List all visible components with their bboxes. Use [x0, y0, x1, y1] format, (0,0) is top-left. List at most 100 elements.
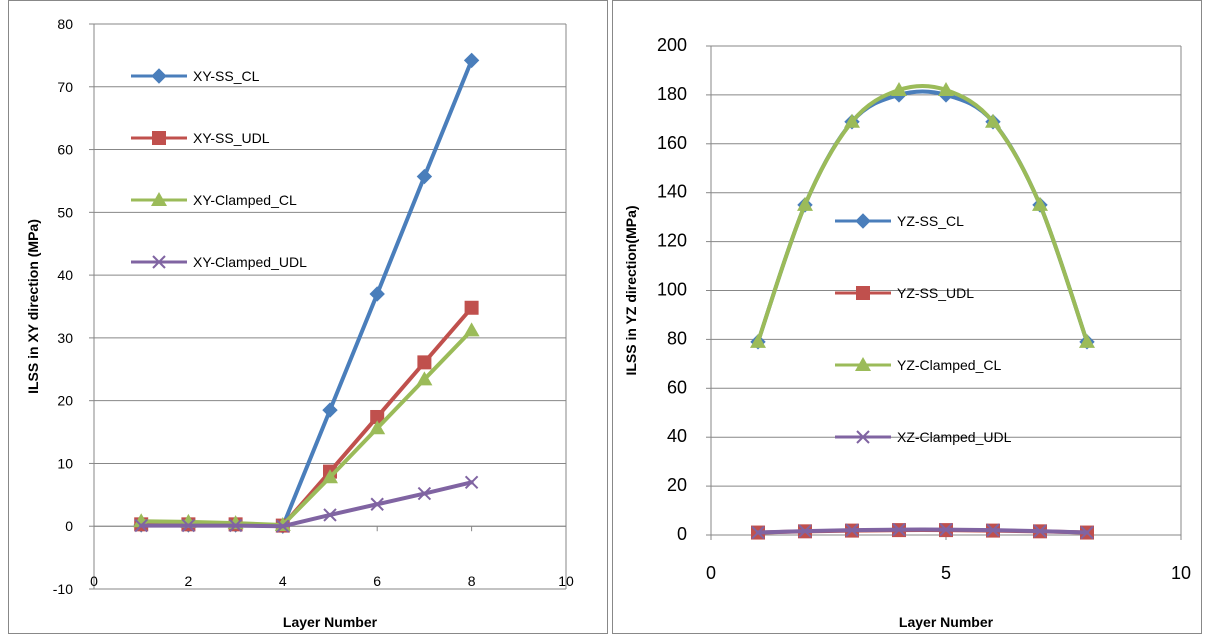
- left-legend-item-xy-clamped-cl: XY-Clamped_CL: [131, 192, 297, 208]
- right-series-yz-clamped-cl-point-6: [985, 113, 1001, 128]
- left-series-xy-ss-cl-point-5: [322, 402, 338, 418]
- left-y-tick-label-20: 20: [57, 393, 73, 409]
- left-series-xy-ss-udl-point-8: [464, 300, 479, 315]
- right-x-axis-title: Layer Number: [899, 614, 994, 630]
- left-series-xy-ss-cl-point-6: [369, 286, 385, 302]
- left-series-xy-clamped-udl-point-2: [181, 518, 196, 533]
- right-series-xz-clamped-udl-point-3: [845, 523, 859, 537]
- left-series-xy-clamped-udl-point-4: [276, 519, 290, 533]
- right-legend-label-yz-clamped-cl: YZ-Clamped_CL: [897, 357, 1001, 373]
- left-y-tick-label-80: 80: [57, 16, 73, 32]
- right-legend-marker-yz-ss-udl: [856, 286, 870, 300]
- right-x-tick-label-5: 5: [941, 563, 951, 583]
- right-y-tick-label-60: 60: [667, 377, 687, 397]
- right-series-yz-clamped-cl-point-7: [1032, 196, 1048, 211]
- right-series-xz-clamped-udl-point-5: [939, 522, 953, 537]
- left-y-tick-label-10: 10: [57, 455, 73, 471]
- right-legend-marker-xz-clamped-udl-stroke-b: [856, 430, 870, 444]
- left-series-xy-ss-cl-point-8: [463, 52, 480, 69]
- left-x-tick-label-6: 6: [373, 573, 381, 589]
- right-series-xz-clamped-udl-point-8-stroke-b: [1080, 525, 1094, 540]
- right-y-tick-label-20: 20: [667, 475, 687, 495]
- right-series-xz-clamped-udl-point-7-stroke-b: [1033, 524, 1047, 538]
- left-legend-label-xy-ss-cl: XY-SS_CL: [193, 68, 260, 84]
- left-series-xy-ss-cl-line: [139, 58, 474, 529]
- chart-panel-right: 0 5 10 0 20 40 60 80 100 120 140 160 180 200 Layer Num…: [612, 0, 1202, 634]
- right-y-tick-label-40: 40: [667, 426, 687, 446]
- left-series-xy-ss-cl-point-7: [416, 168, 433, 185]
- left-x-axis-title: Layer Number: [283, 614, 378, 630]
- left-series-xy-ss-udl: [134, 300, 479, 533]
- right-legend-item-yz-ss-udl: YZ-SS_UDL: [835, 285, 974, 301]
- left-series-xy-clamped-udl-point-5: [323, 508, 337, 522]
- left-legend-label-xy-clamped-cl: XY-Clamped_CL: [193, 192, 297, 208]
- right-series-yz-clamped-cl-point-2: [797, 196, 813, 211]
- left-legend-marker-xy-clamped-cl: [151, 192, 167, 206]
- left-series-xy-clamped-udl-point-3-stroke-b: [228, 518, 243, 533]
- left-y-tick-label-70: 70: [57, 79, 73, 95]
- left-y-tick-label-10: -10: [53, 581, 73, 597]
- right-series-yz-clamped-cl-point-1: [750, 333, 766, 348]
- right-x-tick-label-0: 0: [706, 563, 716, 583]
- right-legend-label-yz-ss-cl: YZ-SS_CL: [897, 213, 964, 229]
- right-legend-label-yz-ss-udl: YZ-SS_UDL: [897, 285, 974, 301]
- left-series-xy-clamped-cl-point-6: [369, 420, 386, 435]
- left-series-xy-ss-udl-point-6: [370, 409, 385, 424]
- left-y-axis-title: ILSS in XY direction (MPa): [25, 219, 41, 394]
- right-y-tick-label-140: 140: [657, 182, 687, 202]
- right-y-tick-label-200: 200: [657, 35, 687, 55]
- right-series-xz-clamped-udl-point-2: [798, 524, 812, 538]
- left-series-xy-clamped-udl-point-3: [228, 518, 243, 533]
- left-series-xy-clamped-cl-line: [139, 328, 474, 527]
- left-legend-marker-xy-ss-cl: [151, 68, 167, 84]
- left-series-xy-clamped-udl-point-1: [134, 518, 148, 533]
- right-series-yz-clamped-cl: [750, 82, 1095, 348]
- right-y-tick-label-100: 100: [657, 280, 687, 300]
- right-series-xz-clamped-udl-point-7: [1033, 524, 1047, 538]
- right-legend-marker-yz-ss-cl: [855, 213, 871, 229]
- right-legend-marker-xz-clamped-udl: [856, 430, 870, 444]
- right-series-xz-clamped-udl-point-5-stroke-b: [939, 522, 953, 537]
- right-series-yz-clamped-cl-point-4: [891, 82, 907, 97]
- left-series-xy-clamped-udl-point-8: [464, 475, 479, 489]
- right-y-tick-label-80: 80: [667, 328, 687, 348]
- left-legend-item-xy-clamped-udl: XY-Clamped_UDL: [131, 254, 307, 270]
- left-series-xy-clamped-cl: [133, 322, 480, 531]
- left-series-xy-clamped-udl-point-7-stroke-b: [417, 486, 432, 501]
- right-series-xz-clamped-udl-point-6-stroke-b: [986, 523, 1000, 537]
- left-y-tick-label-40: 40: [57, 267, 73, 283]
- left-x-tick-label-8: 8: [468, 573, 476, 589]
- left-series-xy-clamped-udl-point-5-stroke-b: [323, 508, 337, 522]
- right-series-xz-clamped-udl-point-1: [751, 525, 765, 540]
- left-series-xy-ss-cl: [133, 52, 480, 534]
- left-series-xy-clamped-cl-point-8: [463, 322, 480, 337]
- right-y-tick-label-0: 0: [677, 524, 687, 544]
- left-y-tick-label-30: 30: [57, 330, 73, 346]
- left-legend-marker-xy-clamped-udl-stroke-b: [152, 255, 166, 269]
- left-legend-item-xy-ss-cl: XY-SS_CL: [131, 68, 260, 84]
- left-legend-item-xy-ss-udl: XY-SS_UDL: [131, 130, 270, 146]
- left-y-tick-label-50: 50: [57, 204, 73, 220]
- right-series-xz-clamped-udl-point-4-stroke-b: [892, 522, 906, 537]
- left-series-xy-clamped-udl-point-6-stroke-b: [370, 497, 384, 511]
- right-y-axis-title: ILSS in YZ direction(MPa): [623, 205, 639, 375]
- right-series-xz-clamped-udl-point-3-stroke-b: [845, 523, 859, 537]
- right-y-tick-label-120: 120: [657, 231, 687, 251]
- left-x-tick-label-2: 2: [185, 573, 193, 589]
- left-series-xy-clamped-udl-line: [139, 480, 474, 529]
- right-series-xz-clamped-udl: [751, 522, 1094, 540]
- right-series-yz-clamped-cl-point-3: [844, 113, 860, 128]
- left-legend-label-xy-clamped-udl: XY-Clamped_UDL: [193, 254, 307, 270]
- left-series-xy-clamped-udl: [134, 475, 479, 533]
- left-x-tick-label-0: 0: [90, 573, 98, 589]
- left-x-tick-label-4: 4: [279, 573, 287, 589]
- right-y-tick-label-180: 180: [657, 84, 687, 104]
- chart-panel-left: 0 2 4 6 8 10 -10 0 10 20 30 40 50 60 70 80 Layer Number I…: [8, 0, 608, 634]
- left-series-xy-clamped-udl-point-2-stroke-b: [181, 518, 196, 533]
- left-y-tick-label-60: 60: [57, 142, 73, 158]
- right-legend-label-xz-clamped-udl: XZ-Clamped_UDL: [897, 429, 1012, 445]
- right-legend-marker-yz-clamped-cl: [855, 357, 871, 371]
- left-x-tick-label-10: 10: [558, 573, 574, 589]
- left-series-xy-clamped-udl-point-6: [370, 497, 384, 511]
